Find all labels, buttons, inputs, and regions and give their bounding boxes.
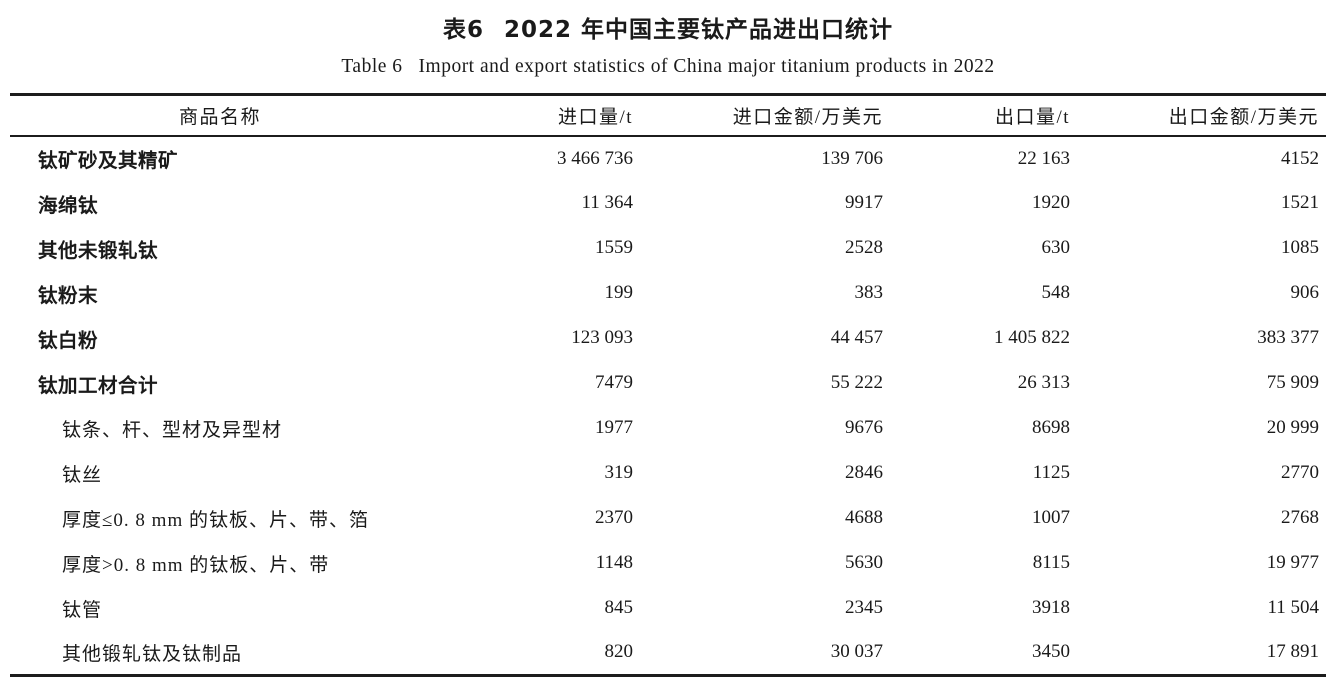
header-export-qty: 出口量/t bbox=[895, 94, 1080, 137]
export-qty-cell: 1 405 822 bbox=[994, 327, 1070, 348]
export-value-cell: 383 377 bbox=[1257, 327, 1319, 348]
table-row: 钛管 845 2345 3918 11 504 bbox=[10, 586, 1326, 631]
export-value-cell: 906 bbox=[1290, 282, 1320, 303]
import-value-cell: 55 222 bbox=[830, 372, 883, 393]
product-cell: 其他未锻轧钛 bbox=[38, 238, 159, 262]
header-product: 商品名称 bbox=[10, 94, 430, 137]
product-cell: 钛管 bbox=[62, 599, 103, 621]
table-row: 钛白粉 123 093 44 457 1 405 822 383 377 bbox=[10, 316, 1326, 361]
table-row: 其他锻轧钛及钛制品 820 30 037 3450 17 891 bbox=[10, 631, 1326, 676]
table-row: 钛矿砂及其精矿 3 466 736 139 706 22 163 4152 bbox=[10, 136, 1326, 181]
page-title-zh: 表6 2022 年中国主要钛产品进出口统计 bbox=[0, 10, 1336, 44]
product-cell: 钛加工材合计 bbox=[38, 373, 159, 397]
export-value-cell: 4152 bbox=[1281, 147, 1319, 169]
export-qty-cell: 1007 bbox=[1032, 507, 1070, 528]
table-title-en-text: Import and export statistics of China ma… bbox=[418, 56, 995, 77]
product-cell: 钛粉末 bbox=[38, 283, 99, 307]
import-value-cell: 5630 bbox=[845, 552, 883, 573]
table-row: 厚度≤0. 8 mm 的钛板、片、带、箔 2370 4688 1007 2768 bbox=[10, 496, 1326, 541]
export-qty-cell: 1920 bbox=[1032, 192, 1070, 213]
import-value-cell: 2345 bbox=[845, 597, 883, 618]
export-value-cell: 20 999 bbox=[1266, 417, 1319, 438]
import-value-cell: 9676 bbox=[845, 417, 883, 438]
import-qty-cell: 820 bbox=[604, 641, 634, 663]
table-number-en: Table 6 bbox=[341, 56, 403, 77]
import-qty-cell: 1559 bbox=[595, 237, 633, 258]
table-row: 钛粉末 199 383 548 906 bbox=[10, 271, 1326, 316]
header-import-value: 进口金额/万美元 bbox=[645, 94, 895, 137]
product-cell: 厚度≤0. 8 mm 的钛板、片、带、箔 bbox=[62, 509, 369, 531]
table-row: 钛丝 319 2846 1125 2770 bbox=[10, 451, 1326, 496]
import-value-cell: 383 bbox=[854, 282, 884, 303]
export-qty-cell: 548 bbox=[1041, 282, 1071, 303]
export-qty-cell: 1125 bbox=[1032, 462, 1070, 483]
table-row: 海绵钛 11 364 9917 1920 1521 bbox=[10, 181, 1326, 226]
export-value-cell: 1521 bbox=[1281, 192, 1319, 213]
import-qty-cell: 123 093 bbox=[571, 327, 633, 348]
import-qty-cell: 199 bbox=[604, 282, 634, 303]
export-value-cell: 19 977 bbox=[1266, 552, 1319, 573]
import-value-cell: 139 706 bbox=[821, 147, 883, 169]
table-title-zh-text: 2022 年中国主要钛产品进出口统计 bbox=[503, 17, 894, 43]
export-qty-cell: 8115 bbox=[1032, 552, 1070, 573]
product-cell: 厚度>0. 8 mm 的钛板、片、带 bbox=[62, 554, 330, 576]
table-row: 钛加工材合计 7479 55 222 26 313 75 909 bbox=[10, 361, 1326, 406]
product-cell: 其他锻轧钛及钛制品 bbox=[62, 643, 243, 665]
export-qty-cell: 3918 bbox=[1032, 597, 1070, 618]
product-cell: 钛丝 bbox=[62, 464, 103, 486]
table-header-row: 商品名称 进口量/t 进口金额/万美元 出口量/t 出口金额/万美元 bbox=[10, 94, 1326, 137]
product-cell: 钛条、杆、型材及异型材 bbox=[62, 419, 283, 441]
export-qty-cell: 3450 bbox=[1032, 641, 1070, 663]
import-value-cell: 44 457 bbox=[830, 327, 883, 348]
export-qty-cell: 26 313 bbox=[1017, 372, 1070, 393]
import-value-cell: 30 037 bbox=[830, 641, 883, 663]
product-cell: 海绵钛 bbox=[38, 193, 99, 217]
import-value-cell: 4688 bbox=[845, 507, 883, 528]
import-qty-cell: 319 bbox=[604, 462, 634, 483]
export-value-cell: 2770 bbox=[1281, 462, 1319, 483]
product-cell: 钛白粉 bbox=[38, 328, 99, 352]
import-export-table: 商品名称 进口量/t 进口金额/万美元 出口量/t 出口金额/万美元 钛矿砂及其… bbox=[10, 93, 1326, 677]
import-qty-cell: 1148 bbox=[595, 552, 633, 573]
table-caption: 表6 2022 年中国主要钛产品进出口统计 Table 6 Import and e… bbox=[0, 0, 1336, 78]
page-title-en: Table 6 Import and export statistics of C… bbox=[0, 56, 1336, 78]
import-qty-cell: 845 bbox=[604, 597, 634, 618]
export-qty-cell: 8698 bbox=[1032, 417, 1070, 438]
table-row: 厚度>0. 8 mm 的钛板、片、带 1148 5630 8115 19 977 bbox=[10, 541, 1326, 586]
export-value-cell: 2768 bbox=[1281, 507, 1319, 528]
import-qty-cell: 7479 bbox=[595, 372, 633, 393]
table-row: 钛条、杆、型材及异型材 1977 9676 8698 20 999 bbox=[10, 406, 1326, 451]
header-export-value: 出口金额/万美元 bbox=[1080, 94, 1326, 137]
header-import-qty: 进口量/t bbox=[430, 94, 645, 137]
import-value-cell: 2528 bbox=[845, 237, 883, 258]
export-value-cell: 17 891 bbox=[1266, 641, 1319, 663]
export-qty-cell: 22 163 bbox=[1017, 147, 1070, 169]
export-value-cell: 1085 bbox=[1281, 237, 1319, 258]
table-number-zh: 表6 bbox=[442, 17, 484, 43]
export-value-cell: 75 909 bbox=[1266, 372, 1319, 393]
import-qty-cell: 2370 bbox=[595, 507, 633, 528]
import-value-cell: 9917 bbox=[845, 192, 883, 213]
table-row: 其他未锻轧钛 1559 2528 630 1085 bbox=[10, 226, 1326, 271]
import-qty-cell: 11 364 bbox=[581, 192, 633, 213]
export-qty-cell: 630 bbox=[1041, 237, 1071, 258]
export-value-cell: 11 504 bbox=[1267, 597, 1319, 618]
import-qty-cell: 1977 bbox=[595, 417, 633, 438]
product-cell: 钛矿砂及其精矿 bbox=[38, 149, 179, 172]
import-qty-cell: 3 466 736 bbox=[557, 147, 633, 169]
import-value-cell: 2846 bbox=[845, 462, 883, 483]
